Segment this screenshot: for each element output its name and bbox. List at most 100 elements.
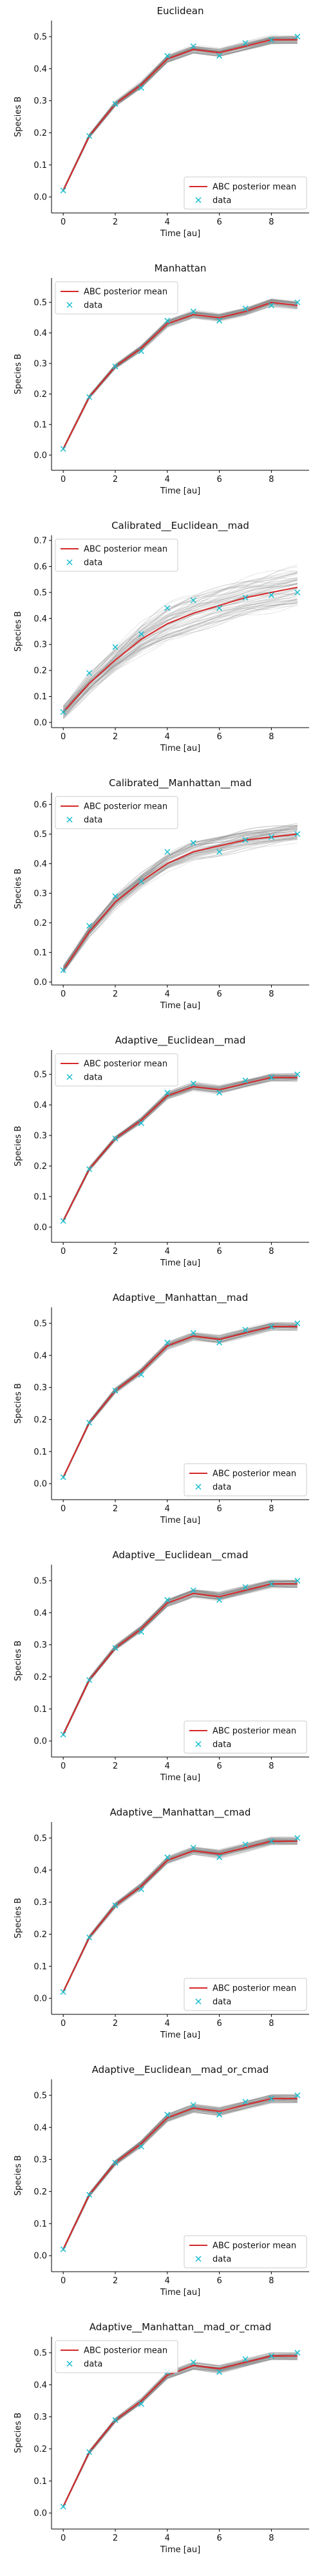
posterior-sample-line <box>62 2101 298 2251</box>
y-tick-label: 0.1 <box>33 2220 47 2229</box>
data-point <box>268 37 274 43</box>
posterior-sample-line <box>62 42 298 192</box>
x-tick-label: 4 <box>165 1504 170 1514</box>
posterior-sample-line <box>62 2357 298 2507</box>
legend-swatch-marker <box>195 197 202 203</box>
posterior-sample-line <box>62 42 298 191</box>
y-tick-label: 0.2 <box>33 129 47 138</box>
posterior-sample-line <box>62 1838 298 1992</box>
posterior-sample-line <box>62 38 298 190</box>
posterior-sample-line <box>62 572 298 708</box>
subplot-6: Adaptive__Manhattan__mad 0 2 4 6 8 0.0 0.1 0.2 0.… <box>14 1292 309 1525</box>
posterior-sample-line <box>62 827 298 968</box>
posterior-sample-line <box>62 2101 298 2250</box>
data-point <box>112 2417 118 2424</box>
posterior-sample-line <box>62 1841 298 1992</box>
data-point <box>112 644 118 650</box>
posterior-sample-line <box>62 592 298 713</box>
posterior-sample-line <box>62 1328 298 1478</box>
legend-swatch-marker <box>195 1998 202 2005</box>
data-point <box>138 348 144 354</box>
x-axis-label: Time [au] <box>160 1773 200 1783</box>
posterior-sample-line <box>62 1585 298 1736</box>
posterior-sample-line <box>62 42 298 192</box>
y-axis-label: Species B <box>14 97 23 137</box>
posterior-sample-line <box>62 570 298 709</box>
x-tick-label: 2 <box>113 1247 118 1256</box>
posterior-sample-line <box>62 595 298 714</box>
chart-title: Adaptive__Euclidean__cmad <box>113 1549 249 1561</box>
subplot-4: Calibrated__Manhattan__mad 0 2 4 6 8 0.0 0.1 0.2… <box>14 777 309 1011</box>
y-tick-label: 0.1 <box>33 1448 47 1457</box>
posterior-sample-line <box>62 41 298 191</box>
posterior-sample-line <box>62 1324 298 1477</box>
y-axis-label: Species B <box>14 1898 23 1938</box>
posterior-sample-line <box>62 1839 298 1993</box>
x-tick-label: 0 <box>61 732 66 742</box>
posterior-sample-line <box>62 1839 298 1992</box>
legend-label: data <box>84 301 102 311</box>
posterior-sample-line <box>62 2353 298 2507</box>
posterior-sample-line <box>62 40 298 190</box>
posterior-sample-line <box>62 1073 298 1220</box>
posterior-sample-line <box>62 1080 298 1223</box>
posterior-sample-line <box>62 1587 298 1736</box>
posterior-sample-line <box>62 1075 298 1220</box>
posterior-sample-line <box>62 2097 298 2249</box>
posterior-sample-line <box>62 839 298 971</box>
posterior-sample-line <box>62 601 298 716</box>
posterior-sample-line <box>62 823 298 966</box>
posterior-sample-line <box>62 1585 298 1736</box>
legend-label: ABC posterior mean <box>84 288 167 297</box>
posterior-sample-line <box>62 1325 298 1477</box>
posterior-sample-line <box>62 40 298 191</box>
posterior-sample-line <box>62 2100 298 2250</box>
posterior-sample-line <box>62 1581 298 1735</box>
chart-title: Calibrated__Euclidean__mad <box>111 520 249 532</box>
posterior-sample-line <box>62 1579 298 1734</box>
data-point <box>216 849 223 855</box>
posterior-sample-line <box>62 2354 298 2508</box>
posterior-sample-line <box>62 299 298 448</box>
series-line-posterior-mean <box>62 1076 298 1222</box>
posterior-sample-line <box>62 39 298 191</box>
posterior-sample-line <box>62 38 298 191</box>
posterior-sample-line <box>62 831 298 971</box>
posterior-sample-line <box>62 2356 298 2507</box>
data-point <box>190 1080 196 1087</box>
posterior-sample-line <box>62 580 298 714</box>
posterior-sample-line <box>62 1584 298 1735</box>
data-point <box>216 1089 223 1096</box>
posterior-sample-line <box>62 2099 298 2251</box>
posterior-sample-line <box>62 2353 298 2506</box>
posterior-sample-line <box>62 1327 298 1477</box>
y-tick-label: 0.3 <box>33 1131 47 1141</box>
posterior-sample-line <box>62 2099 298 2250</box>
posterior-sample-line <box>62 2358 298 2508</box>
posterior-sample-line <box>62 584 298 712</box>
posterior-sample-line <box>62 306 298 449</box>
subplot-5: Adaptive__Euclidean__mad 0 2 4 6 8 0.0 0.1 0.2 0.… <box>14 1035 309 1268</box>
posterior-sample-line <box>62 1837 298 1992</box>
posterior-sample-line <box>62 1844 298 1993</box>
posterior-sample-line <box>62 42 298 192</box>
posterior-sample-line <box>62 1841 298 1992</box>
posterior-sample-line <box>62 37 298 190</box>
posterior-sample-line <box>62 1580 298 1733</box>
posterior-sample-line <box>62 1076 298 1221</box>
posterior-sample-line <box>62 1841 298 1992</box>
y-tick-label: 0.1 <box>33 1962 47 1972</box>
posterior-sample-line <box>62 1329 298 1478</box>
posterior-sample-line <box>62 2353 298 2506</box>
y-axis-label: Species B <box>14 869 23 909</box>
y-tick-label: 0.0 <box>33 718 47 728</box>
posterior-samples <box>62 2093 298 2252</box>
posterior-sample-line <box>62 302 298 449</box>
posterior-sample-line <box>62 1583 298 1734</box>
posterior-sample-line <box>62 1843 298 1993</box>
posterior-sample-line <box>62 1840 298 1992</box>
posterior-sample-line <box>62 2355 298 2507</box>
legend-swatch-marker <box>195 1484 202 1490</box>
posterior-sample-line <box>62 838 298 972</box>
posterior-sample-line <box>62 2095 298 2250</box>
